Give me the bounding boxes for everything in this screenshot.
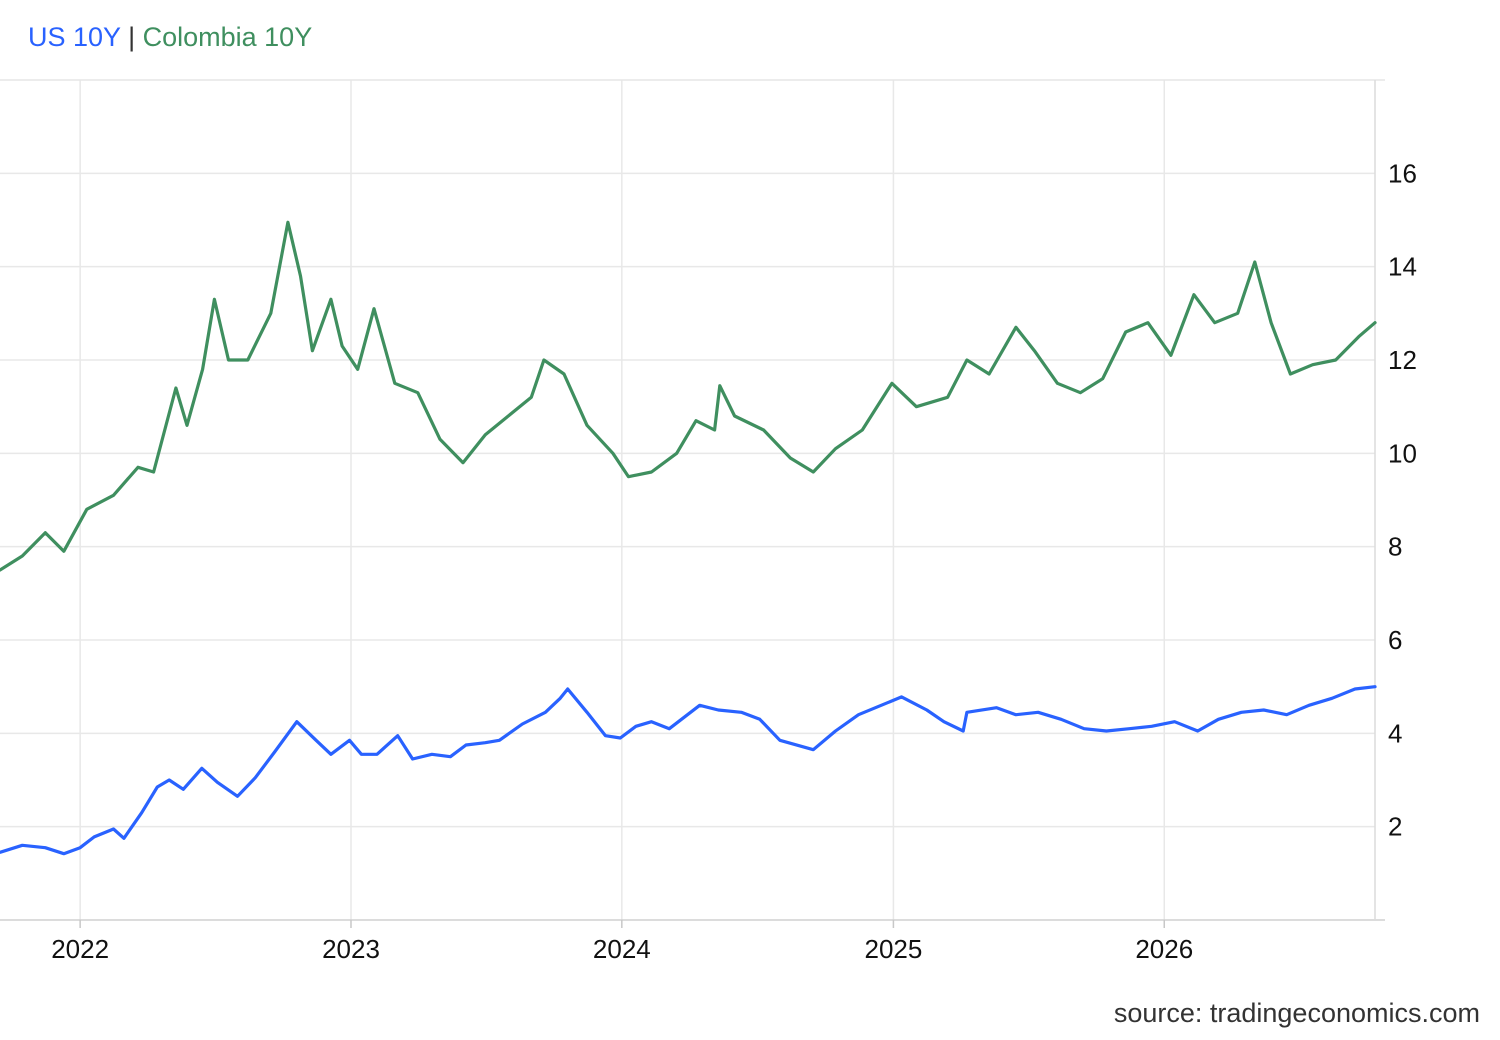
x-tick-label: 2023	[322, 934, 380, 964]
axes	[0, 79, 1385, 928]
x-tick-label: 2025	[864, 934, 922, 964]
legend-colombia-10y[interactable]: Colombia 10Y	[142, 22, 313, 52]
source-credit[interactable]: source: tradingeconomics.com	[1113, 998, 1480, 1028]
x-tick-label: 2024	[593, 934, 651, 964]
series-lines	[0, 220, 1377, 856]
y-axis-ticks: 2 4 6 8 10 12 14 16	[1388, 158, 1417, 841]
series-line-colombia-10y[interactable]	[0, 220, 1377, 572]
legend-us-10y[interactable]: US 10Y	[28, 22, 121, 52]
y-tick-label: 4	[1388, 718, 1402, 748]
y-tick-label: 16	[1388, 158, 1417, 188]
y-tick-label: 2	[1388, 812, 1402, 842]
x-tick-label: 2022	[51, 934, 109, 964]
x-axis-ticks: 2022 2023 2024 2025 2026	[51, 934, 1193, 964]
grid-lines	[0, 80, 1375, 920]
line-chart: 2022 2023 2024 2025 2026 2 4 6 8 10 12 14 16	[0, 79, 1417, 964]
series-line-us-10y[interactable]	[0, 685, 1377, 856]
x-tick-label: 2026	[1135, 934, 1193, 964]
chart-legend: US 10Y | Colombia 10Y	[28, 22, 312, 53]
y-tick-label: 14	[1388, 252, 1417, 282]
y-tick-label: 10	[1388, 438, 1417, 468]
y-tick-label: 6	[1388, 625, 1402, 655]
y-tick-label: 12	[1388, 345, 1417, 375]
y-tick-label: 8	[1388, 532, 1402, 562]
legend-separator: |	[128, 22, 136, 52]
